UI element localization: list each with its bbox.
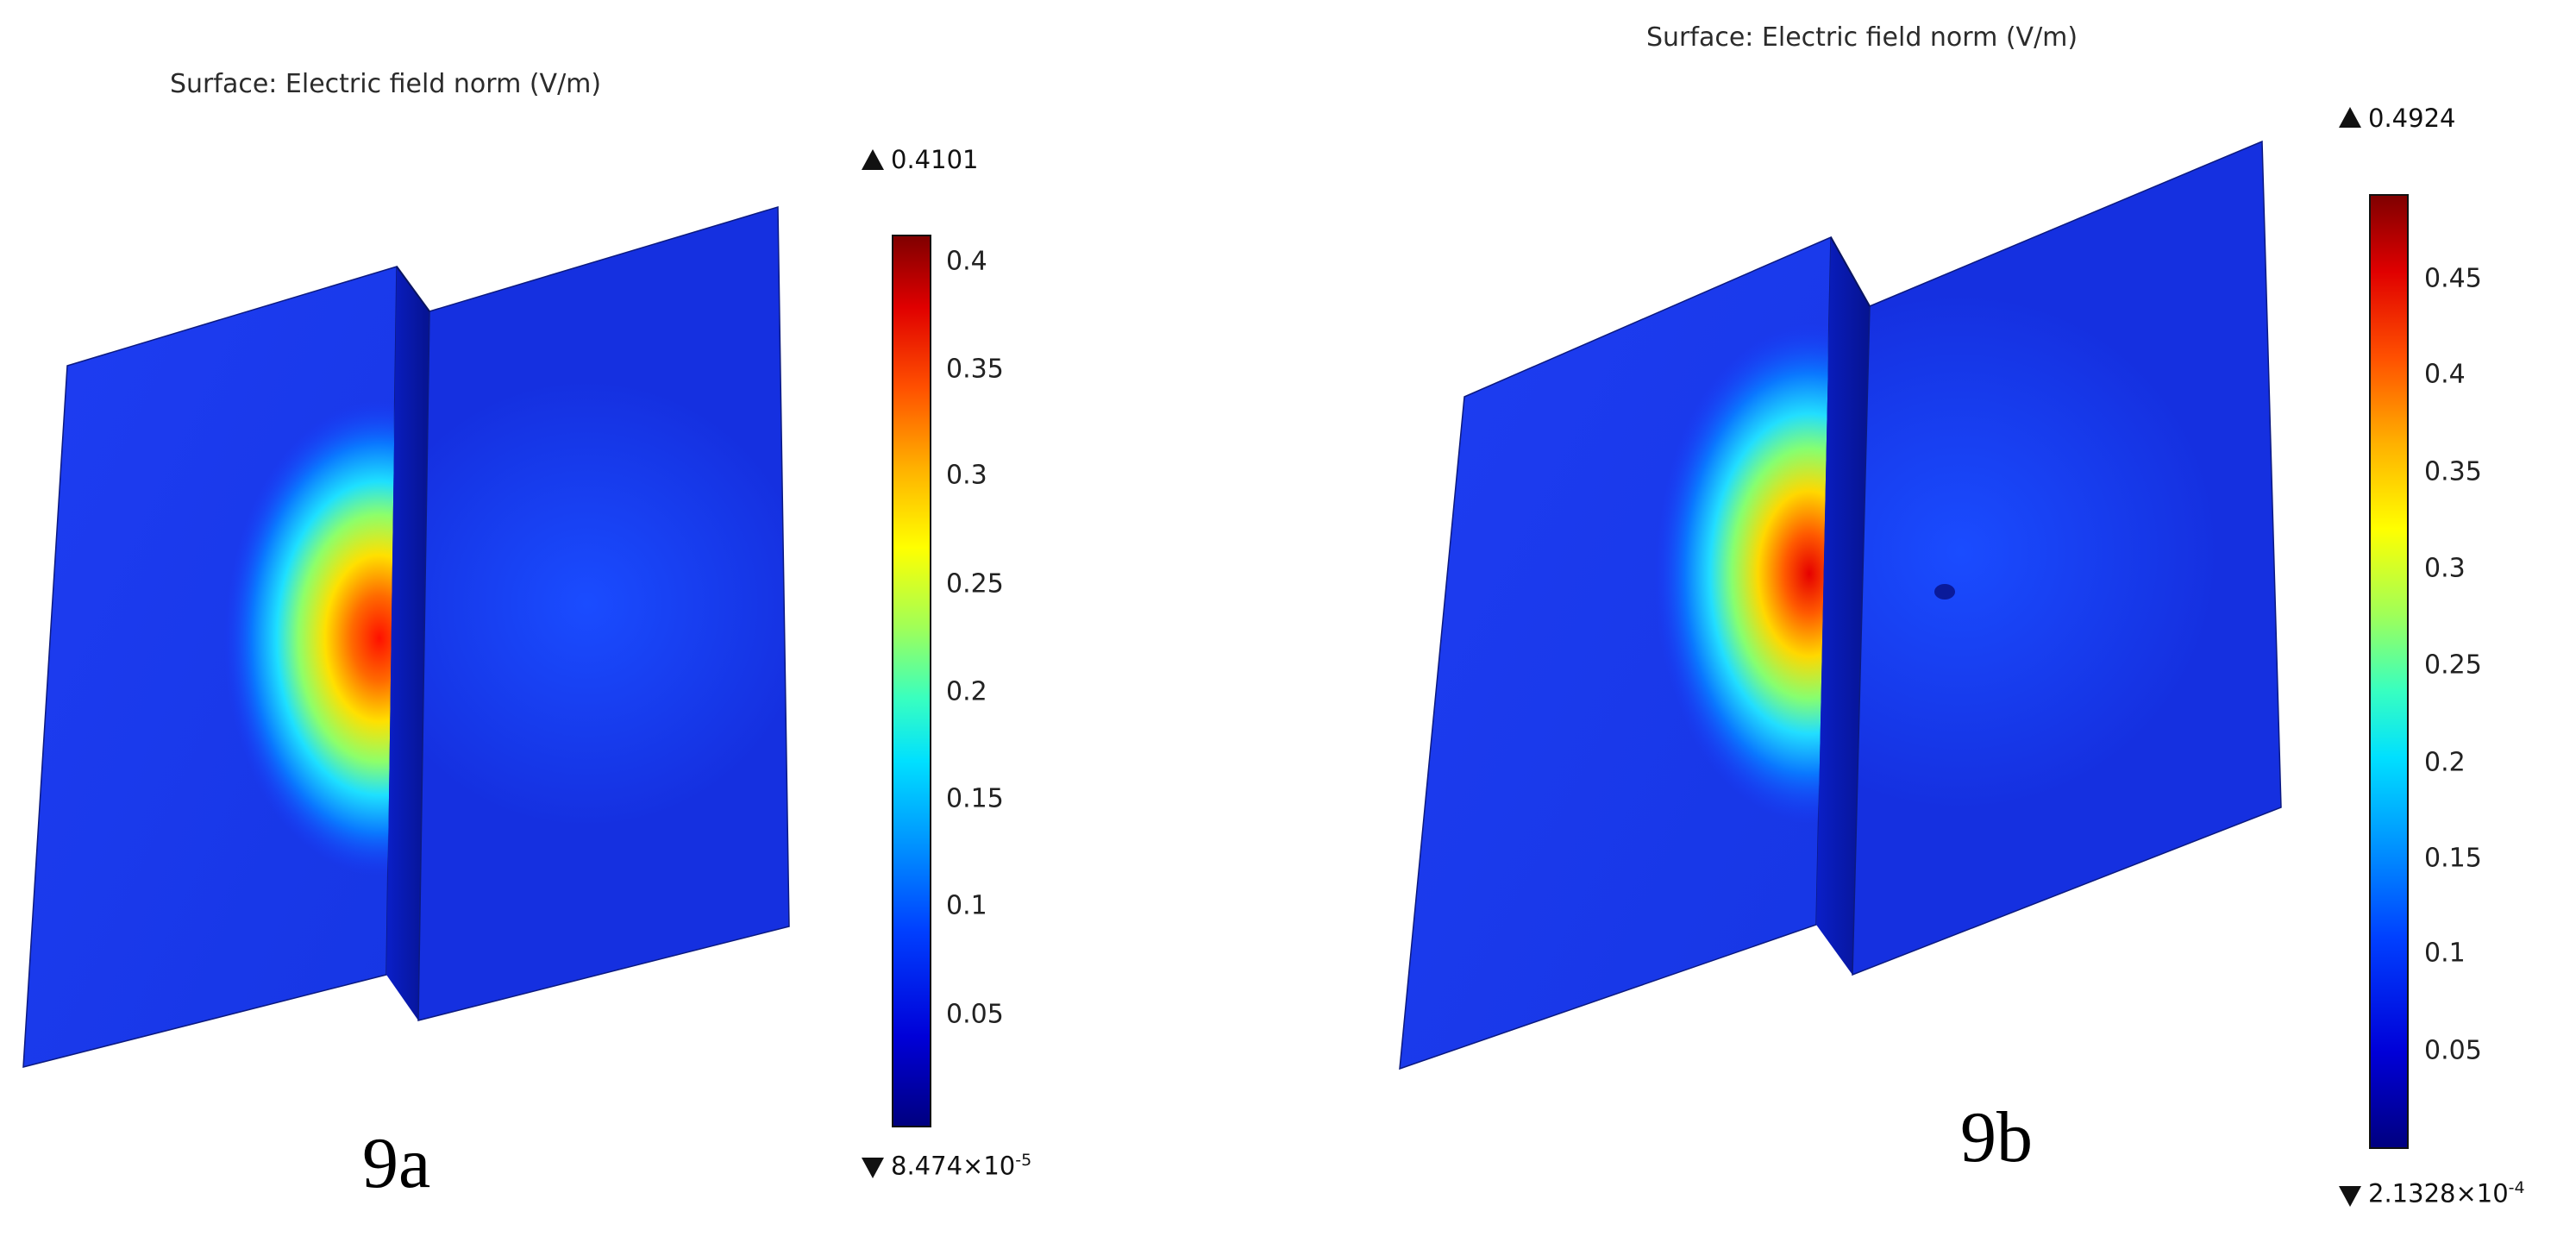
colorbar-tick: 0.1 xyxy=(946,890,987,921)
max-triangle-icon xyxy=(2339,107,2361,128)
hot-spot xyxy=(1400,237,1831,1069)
colorbar xyxy=(892,235,931,1127)
colorbar-tick: 0.3 xyxy=(2424,553,2466,584)
step-face xyxy=(386,267,429,1020)
colorbar-min-base: 8.474×10 xyxy=(891,1151,1016,1181)
surface-plot-3d xyxy=(22,205,790,1068)
colorbar xyxy=(2369,194,2409,1149)
colorbar-tick: 0.35 xyxy=(2424,456,2482,487)
figure-label: 9a xyxy=(362,1123,431,1203)
plot-title: Surface: Electric field norm (V/m) xyxy=(170,69,602,99)
plot-panel-9a: Surface: Electric field norm (V/m) xyxy=(22,69,1031,1203)
colorbar-tick: 0.2 xyxy=(2424,747,2466,778)
right-plane xyxy=(1852,140,2282,976)
colorbar-tick: 0.05 xyxy=(2424,1035,2482,1066)
colorbar-tick: 0.25 xyxy=(946,568,1004,600)
min-triangle-icon xyxy=(862,1158,884,1178)
step-face xyxy=(1816,237,1870,975)
dark-spot xyxy=(1934,584,1955,600)
figure-label: 9b xyxy=(1960,1097,2033,1177)
plot-panel-9b: Surface: Electric field norm (V/m) xyxy=(1288,0,2576,1243)
colorbar-tick: 0.15 xyxy=(946,783,1004,814)
colorbar-min-exponent: -5 xyxy=(1015,1151,1032,1170)
hot-spot xyxy=(23,267,397,1067)
colorbar-tick: 0.05 xyxy=(946,999,1004,1030)
colorbar-tick: 0.25 xyxy=(2424,650,2482,681)
colorbar-tick: 0.45 xyxy=(2424,263,2482,294)
colorbar-max-label: 0.4101 xyxy=(891,145,979,174)
colorbar-tick: 0.4 xyxy=(2424,359,2466,390)
min-triangle-icon xyxy=(2339,1186,2361,1207)
colorbar-tick: 0.1 xyxy=(2424,938,2466,969)
colorbar-min-base: 2.1328×10 xyxy=(2368,1178,2509,1208)
colorbar-tick: 0.15 xyxy=(2424,843,2482,874)
colorbar-tick: 0.35 xyxy=(946,354,1004,385)
right-plane xyxy=(417,205,790,1021)
surface-plot-3d xyxy=(1399,140,2282,1070)
colorbar-min-label: 8.474×10-5 xyxy=(891,1151,1031,1181)
colorbar-tick: 0.3 xyxy=(946,460,987,491)
plot-title: Surface: Electric field norm (V/m) xyxy=(1646,22,2078,53)
colorbar-min-exponent: -4 xyxy=(2508,1178,2525,1197)
colorbar-max-label: 0.4924 xyxy=(2368,104,2456,133)
colorbar-min-label: 2.1328×10-4 xyxy=(2368,1178,2525,1208)
colorbar-tick: 0.4 xyxy=(946,246,987,277)
max-triangle-icon xyxy=(862,149,884,170)
colorbar-tick: 0.2 xyxy=(946,676,987,707)
